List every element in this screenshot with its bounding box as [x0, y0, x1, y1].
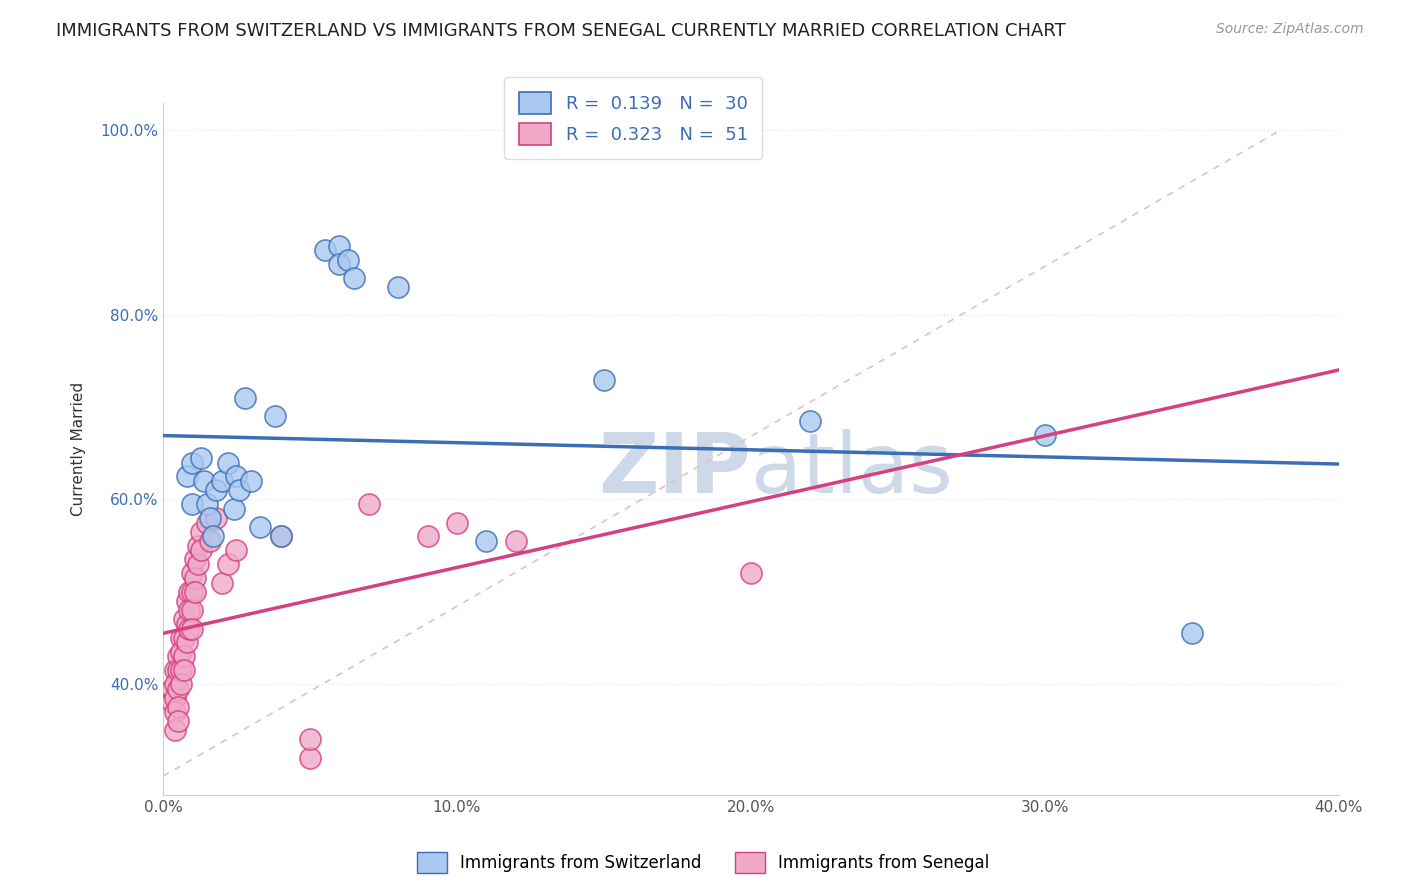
Point: [1033, 428, 1056, 442]
Point: [169, 631, 191, 645]
Point: [176, 635, 198, 649]
Text: Source: ZipAtlas.com: Source: ZipAtlas.com: [1216, 22, 1364, 37]
Point: [184, 552, 207, 566]
Point: [169, 663, 191, 677]
Point: [328, 239, 350, 253]
Point: [160, 695, 183, 709]
Point: [217, 456, 239, 470]
Point: [270, 529, 292, 543]
Point: [184, 584, 207, 599]
Point: [173, 612, 195, 626]
Point: [169, 677, 191, 691]
Point: [163, 663, 186, 677]
Point: [190, 450, 212, 465]
Point: [163, 677, 186, 691]
Point: [593, 372, 616, 386]
Point: [184, 571, 207, 585]
Point: [446, 516, 468, 530]
Point: [233, 391, 256, 405]
Point: [228, 483, 250, 498]
Point: [314, 244, 336, 258]
Point: [169, 645, 191, 659]
Point: [249, 520, 271, 534]
Point: [195, 497, 218, 511]
Point: [217, 557, 239, 571]
Y-axis label: Currently Married: Currently Married: [72, 382, 86, 516]
Point: [176, 469, 198, 483]
Point: [166, 700, 188, 714]
Point: [201, 529, 224, 543]
Legend: R =  0.139   N =  30, R =  0.323   N =  51: R = 0.139 N = 30, R = 0.323 N = 51: [505, 78, 762, 159]
Point: [179, 584, 201, 599]
Point: [298, 751, 321, 765]
Text: ZIP: ZIP: [599, 429, 751, 510]
Point: [198, 533, 221, 548]
Point: [799, 414, 821, 428]
Point: [298, 732, 321, 747]
Point: [1181, 626, 1204, 640]
Point: [357, 497, 380, 511]
Point: [163, 723, 186, 738]
Point: [187, 539, 209, 553]
Point: [263, 409, 285, 424]
Point: [173, 649, 195, 664]
Point: [166, 714, 188, 728]
Point: [166, 681, 188, 696]
Point: [181, 566, 204, 581]
Point: [181, 584, 204, 599]
Point: [225, 469, 247, 483]
Point: [198, 511, 221, 525]
Point: [195, 516, 218, 530]
Point: [179, 603, 201, 617]
Point: [179, 622, 201, 636]
Point: [475, 533, 498, 548]
Text: atlas: atlas: [751, 429, 953, 510]
Point: [176, 617, 198, 632]
Point: [176, 594, 198, 608]
Point: [190, 524, 212, 539]
Point: [387, 280, 409, 294]
Point: [163, 690, 186, 705]
Point: [190, 543, 212, 558]
Point: [181, 622, 204, 636]
Point: [240, 474, 263, 488]
Point: [181, 497, 204, 511]
Text: IMMIGRANTS FROM SWITZERLAND VS IMMIGRANTS FROM SENEGAL CURRENTLY MARRIED CORRELA: IMMIGRANTS FROM SWITZERLAND VS IMMIGRANT…: [56, 22, 1066, 40]
Point: [270, 529, 292, 543]
Point: [166, 663, 188, 677]
Point: [222, 501, 245, 516]
Point: [193, 474, 215, 488]
Point: [181, 603, 204, 617]
Point: [160, 681, 183, 696]
Point: [337, 252, 360, 267]
Point: [328, 257, 350, 271]
Point: [205, 483, 228, 498]
Point: [166, 649, 188, 664]
Point: [211, 575, 233, 590]
Point: [187, 557, 209, 571]
Point: [173, 631, 195, 645]
Legend: Immigrants from Switzerland, Immigrants from Senegal: Immigrants from Switzerland, Immigrants …: [411, 846, 995, 880]
Point: [205, 511, 228, 525]
Point: [211, 474, 233, 488]
Point: [740, 566, 762, 581]
Point: [225, 543, 247, 558]
Point: [416, 529, 439, 543]
Point: [163, 705, 186, 719]
Point: [181, 456, 204, 470]
Point: [505, 533, 527, 548]
Point: [343, 271, 366, 285]
Point: [173, 663, 195, 677]
